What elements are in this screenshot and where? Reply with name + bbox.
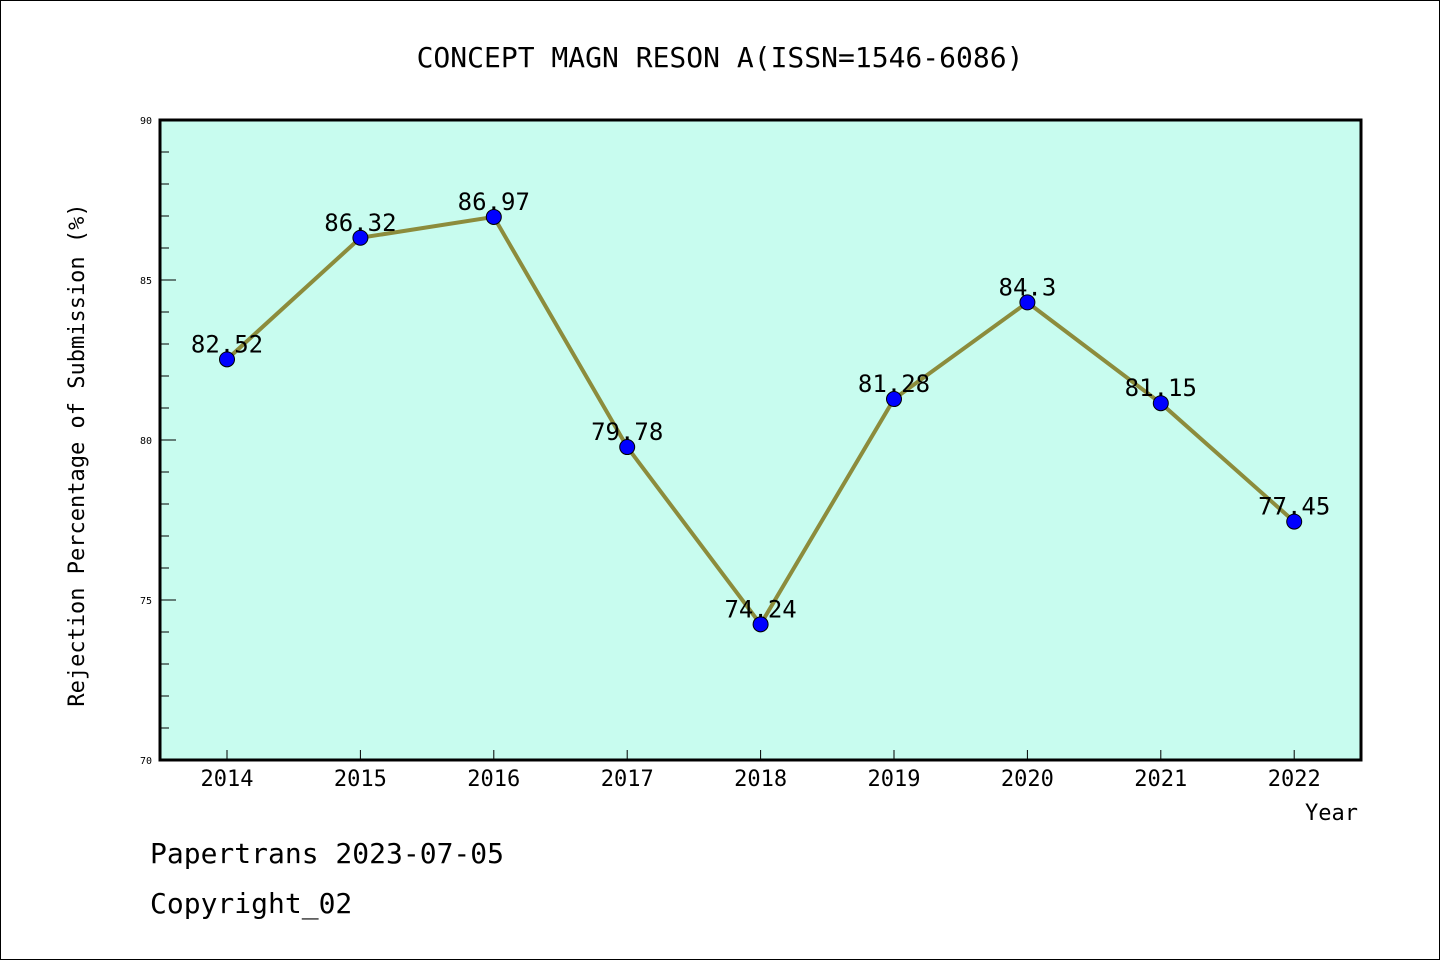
data-label: 84.3 bbox=[999, 273, 1057, 301]
data-point bbox=[886, 391, 902, 408]
footer-date: Papertrans 2023-07-05 bbox=[150, 837, 504, 870]
data-label: 82.52 bbox=[191, 330, 263, 358]
data-point bbox=[352, 229, 369, 246]
chart-title: CONCEPT MAGN RESON A(ISSN=1546-6086) bbox=[417, 41, 1024, 74]
data-label: 86.32 bbox=[324, 209, 396, 237]
x-tick-label: 2014 bbox=[201, 767, 254, 792]
y-tick-label: 80 bbox=[140, 436, 152, 447]
data-point bbox=[219, 351, 235, 368]
y-tick-label: 75 bbox=[140, 596, 152, 607]
x-axis-label: Year bbox=[1305, 801, 1358, 826]
data-point bbox=[1019, 294, 1036, 311]
x-tick-label: 2019 bbox=[868, 767, 921, 792]
x-tick-label: 2016 bbox=[467, 767, 520, 792]
data-label: 81.15 bbox=[1125, 374, 1197, 402]
plot-border bbox=[158, 118, 1363, 762]
data-label: 74.24 bbox=[724, 595, 796, 623]
data-point bbox=[1286, 513, 1303, 530]
data-label: 86.97 bbox=[458, 188, 530, 216]
data-label: 81.28 bbox=[858, 370, 930, 398]
y-tick-label: 70 bbox=[140, 756, 152, 767]
x-tick-label: 2018 bbox=[734, 767, 787, 792]
x-tick-label: 2015 bbox=[334, 767, 387, 792]
y-tick-label: 85 bbox=[140, 276, 152, 287]
x-tick-label: 2020 bbox=[1001, 767, 1054, 792]
y-axis-label: Rejection Percentage of Submission (%) bbox=[65, 203, 90, 706]
plot-area bbox=[160, 120, 1361, 760]
footer-copyright: Copyright_02 bbox=[150, 887, 352, 921]
data-point bbox=[485, 208, 502, 225]
x-tick-label: 2021 bbox=[1134, 767, 1187, 792]
data-point bbox=[752, 616, 769, 633]
y-tick-label: 90 bbox=[140, 116, 152, 127]
series-group: 82.52 86.32 86.97 79.78 74.24 81.28 84.3 81.15 7… bbox=[191, 188, 1330, 633]
x-tick-label: 2022 bbox=[1268, 767, 1321, 792]
x-axis-ticks: 2014 2015 2016 2017 2018 2019 2020 2021 2022 bbox=[201, 750, 1321, 792]
data-point bbox=[1152, 395, 1169, 412]
data-label: 77.45 bbox=[1258, 493, 1330, 521]
data-label: 79.78 bbox=[591, 418, 663, 446]
data-point bbox=[619, 439, 636, 456]
x-tick-label: 2017 bbox=[601, 767, 654, 792]
